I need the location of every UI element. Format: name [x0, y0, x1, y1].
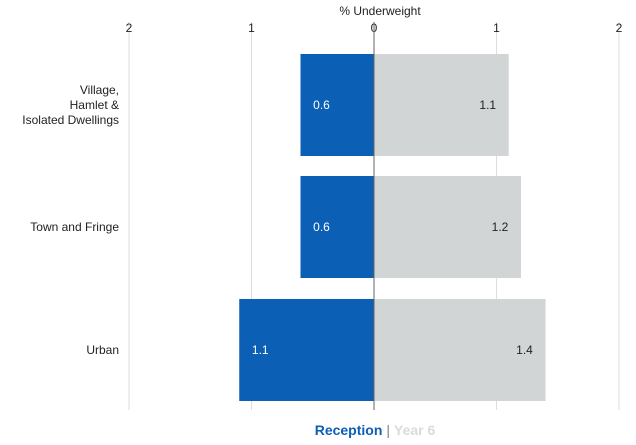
- x-tick-label: 2: [616, 21, 623, 35]
- bar-reception[interactable]: [300, 176, 375, 278]
- category-label-line: Isolated Dwellings: [22, 113, 119, 127]
- bars: 0.6 0.6 1.1 1.1 1.2 1.4: [239, 22, 546, 410]
- legend-separator: |: [386, 422, 391, 438]
- data-label: 1.1: [252, 343, 269, 357]
- data-label: 0.6: [313, 98, 330, 112]
- legend: Reception | Year 6: [0, 422, 636, 438]
- category-label: Town and Fringe: [30, 220, 119, 234]
- bar-year-6[interactable]: [374, 299, 546, 401]
- category-label-line: Urban: [86, 343, 119, 357]
- bar-reception[interactable]: [300, 54, 375, 156]
- x-tick-label: 1: [248, 21, 255, 35]
- legend-item-reception[interactable]: Reception: [314, 422, 383, 438]
- data-label: 0.6: [313, 220, 330, 234]
- bar-reception[interactable]: [239, 299, 374, 401]
- x-tick-label: 2: [126, 21, 133, 35]
- category-label: Urban: [86, 343, 119, 357]
- legend-item-year-6[interactable]: Year 6: [394, 422, 436, 438]
- data-label: 1.1: [479, 98, 496, 112]
- data-label: 1.2: [492, 220, 509, 234]
- category-label-line: Town and Fringe: [30, 220, 119, 234]
- x-tick-label: 1: [493, 21, 500, 35]
- bar-year-6[interactable]: [374, 54, 509, 156]
- bar-year-6[interactable]: [374, 176, 521, 278]
- category-label-line: Village,: [80, 83, 119, 97]
- x-axis-title: % Underweight: [339, 4, 421, 18]
- data-label: 1.4: [516, 343, 533, 357]
- category-labels: Village, Hamlet & Isolated Dwellings Town a…: [22, 83, 119, 357]
- category-label-line: Hamlet &: [70, 98, 119, 112]
- category-label: Village, Hamlet & Isolated Dwellings: [22, 83, 119, 127]
